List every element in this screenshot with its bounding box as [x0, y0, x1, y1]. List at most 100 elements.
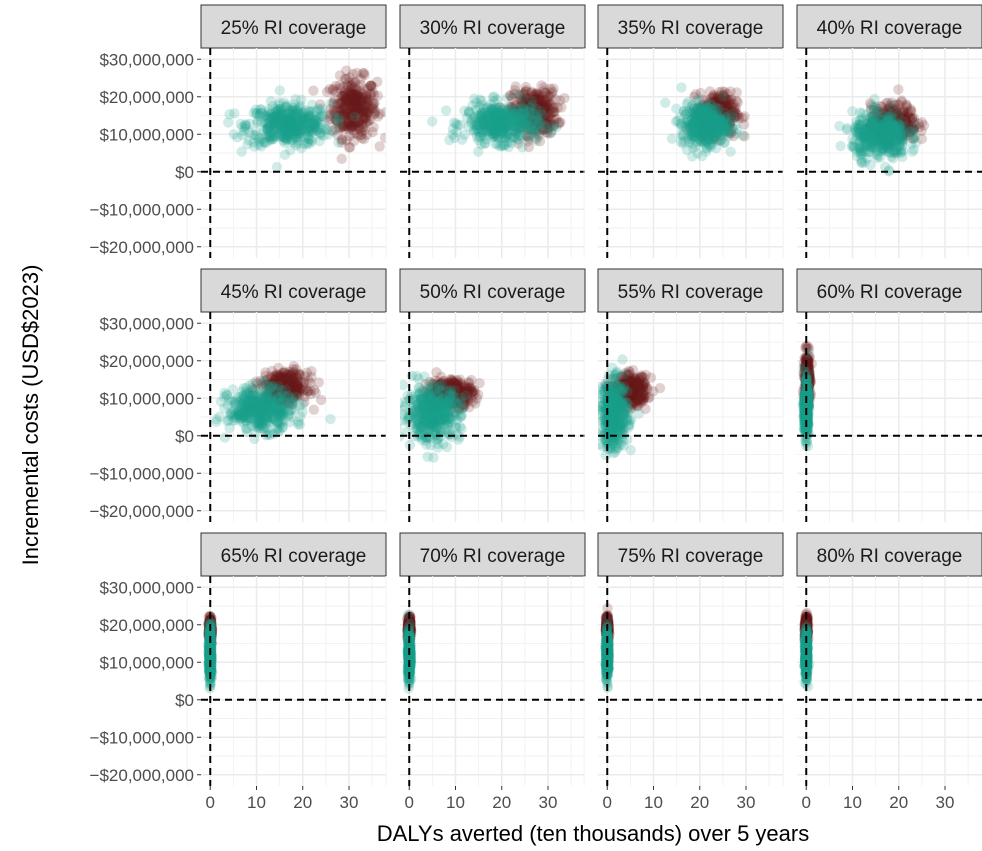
- data-point-dark: [458, 385, 470, 396]
- data-point-dark: [697, 131, 708, 142]
- data-point-teal: [707, 125, 718, 137]
- data-point-dark: [432, 393, 443, 405]
- data-point-teal: [507, 107, 519, 118]
- data-point-teal: [427, 408, 439, 419]
- data-point-teal: [415, 421, 427, 432]
- data-point-teal: [427, 418, 438, 430]
- data-point-teal: [418, 404, 430, 415]
- data-point-teal: [468, 126, 480, 137]
- data-point-teal: [499, 118, 510, 129]
- data-point-dark: [281, 390, 292, 402]
- data-point-dark: [707, 119, 719, 130]
- data-point-dark: [533, 90, 544, 102]
- data-point-dark: [626, 390, 637, 401]
- data-point-dark: [285, 373, 297, 385]
- data-point-dark: [703, 96, 714, 108]
- data-point-teal: [274, 85, 285, 96]
- data-point-dark: [340, 94, 352, 105]
- data-point-dark: [879, 115, 890, 126]
- data-point-teal: [265, 113, 276, 125]
- data-point-dark: [542, 116, 553, 127]
- data-point-dark: [452, 378, 463, 389]
- data-point-teal: [400, 415, 408, 426]
- data-point-teal: [250, 417, 261, 429]
- data-point-teal: [521, 114, 533, 125]
- data-point-dark: [345, 105, 356, 116]
- data-point-teal: [701, 124, 712, 135]
- data-point-dark: [284, 383, 295, 394]
- data-point-dark: [288, 382, 300, 394]
- data-point-dark: [706, 92, 717, 104]
- data-point-dark: [283, 378, 294, 389]
- data-point-teal: [719, 114, 730, 126]
- data-point-dark: [519, 89, 530, 100]
- data-point-dark: [534, 109, 545, 120]
- data-point-teal: [284, 128, 295, 140]
- data-point-dark: [254, 394, 266, 406]
- data-point-teal: [281, 115, 293, 126]
- data-point-dark: [525, 106, 536, 118]
- data-point-dark: [631, 381, 643, 392]
- data-point-teal: [609, 418, 621, 429]
- data-point-dark: [893, 124, 904, 136]
- data-point-dark: [634, 375, 646, 386]
- data-point-dark: [542, 128, 553, 139]
- data-point-dark: [550, 94, 561, 105]
- data-point-teal: [442, 399, 453, 410]
- data-point-teal: [250, 108, 262, 119]
- data-point-dark: [305, 377, 316, 389]
- data-point-dark: [616, 388, 627, 400]
- data-point-dark: [538, 95, 550, 106]
- data-point-dark: [633, 386, 645, 397]
- data-point-teal: [492, 131, 503, 143]
- data-point-dark: [275, 381, 287, 393]
- data-point-teal: [503, 115, 515, 126]
- data-point-dark: [706, 107, 717, 118]
- data-point-teal: [435, 384, 446, 396]
- data-point-teal: [239, 410, 251, 421]
- data-point-dark: [626, 384, 637, 396]
- data-point-dark: [720, 117, 731, 128]
- data-point-teal: [868, 125, 879, 137]
- data-point-dark: [631, 380, 643, 392]
- data-point-teal: [510, 125, 521, 136]
- data-point-teal: [281, 113, 292, 124]
- data-point-dark: [707, 116, 718, 128]
- data-point-dark: [372, 111, 384, 122]
- data-point-teal: [272, 103, 284, 115]
- data-point-teal: [475, 110, 487, 121]
- data-point-teal: [531, 114, 542, 125]
- data-point-dark: [887, 123, 899, 134]
- data-point-dark: [622, 384, 634, 395]
- data-point-teal: [488, 129, 499, 140]
- data-point-dark: [462, 382, 473, 394]
- y-tick-label: −$10,000,000: [90, 464, 194, 483]
- data-point-teal: [897, 131, 908, 142]
- data-point-dark: [288, 375, 299, 386]
- data-point-teal: [276, 122, 287, 134]
- data-point-dark: [889, 110, 900, 122]
- data-point-teal: [274, 407, 285, 418]
- data-point-teal: [887, 132, 898, 144]
- data-point-teal: [882, 137, 894, 148]
- data-point-teal: [522, 120, 533, 132]
- data-point-teal: [690, 121, 701, 132]
- data-point-teal: [473, 134, 484, 146]
- data-point-teal: [533, 131, 544, 142]
- data-point-teal: [724, 117, 736, 128]
- data-point-teal: [705, 121, 717, 133]
- data-point-dark: [352, 92, 363, 103]
- data-point-dark: [524, 101, 536, 112]
- data-point-dark: [618, 391, 630, 402]
- data-point-teal: [275, 416, 286, 427]
- data-point-teal: [439, 413, 450, 424]
- data-point-teal: [868, 125, 880, 136]
- data-point-dark: [430, 388, 442, 399]
- data-point-dark: [541, 100, 552, 111]
- data-point-dark: [432, 393, 444, 404]
- data-point-dark: [724, 117, 736, 129]
- data-point-teal: [711, 110, 723, 121]
- data-point-dark: [287, 372, 299, 383]
- data-point-teal: [420, 410, 431, 421]
- data-point-dark: [286, 384, 297, 395]
